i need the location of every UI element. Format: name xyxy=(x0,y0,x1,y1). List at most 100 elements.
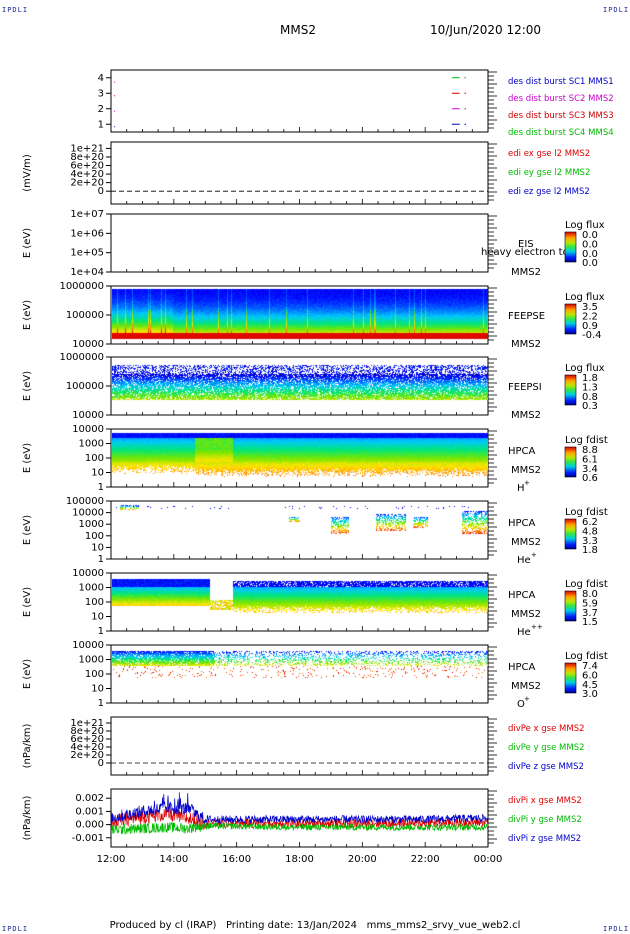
legend-entry: divPi x gse MMS2 xyxy=(508,796,582,806)
y-axis-label: E (eV) xyxy=(22,300,33,330)
y-axis-label: (nPa/km) xyxy=(22,796,33,841)
y-tick-label: 10 xyxy=(91,542,104,553)
colorbar-tick-label: 5.9 xyxy=(582,598,598,609)
colorbar xyxy=(564,374,577,406)
spacecraft-label: MMS2 xyxy=(511,410,541,421)
species-charge: + xyxy=(531,551,537,559)
panel-hpca_o: 10000 1000 100 10 1 E (eV) HPCA MMS2 O + Log fdist… xyxy=(22,640,608,710)
divpi-series-line xyxy=(110,792,489,824)
y-tick-label: 1 xyxy=(98,554,104,565)
colorbar xyxy=(564,662,577,694)
legend-entry: divPi z gse MMS2 xyxy=(508,834,581,844)
y-axis-label: E (eV) xyxy=(22,659,33,689)
colorbar xyxy=(564,231,577,263)
panel-frame xyxy=(110,69,489,133)
legend-entry: divPe y gse MMS2 xyxy=(508,743,585,753)
y-tick-label: 1000 xyxy=(79,439,104,450)
burst-dot xyxy=(114,110,116,112)
corner-mark-top-left: IPDLI xyxy=(2,6,29,14)
colorbar xyxy=(564,446,577,478)
panel-frame xyxy=(110,141,489,205)
y-tick-label: 1000 xyxy=(79,655,104,666)
legend-entry: edi ey gse l2 MMS2 xyxy=(508,168,590,178)
instrument-label: EIS xyxy=(518,239,534,250)
colorbar-tick-label: 0.0 xyxy=(582,230,598,241)
colorbar-tick-label: 0.0 xyxy=(582,258,598,269)
colorbar-tick-label: 6.1 xyxy=(582,454,598,465)
spacecraft-title: MMS2 xyxy=(280,23,316,37)
y-tick-label: 1 xyxy=(98,482,104,493)
instrument-label: HPCA xyxy=(508,518,536,529)
y-tick-label: 100000 xyxy=(66,381,104,392)
y-tick-label: 1e+21 xyxy=(70,718,104,729)
colorbar-tick-label: 7.4 xyxy=(582,661,598,672)
legend-entry: des dist burst SC3 MMS3 xyxy=(508,111,614,121)
colorbar-tick-label: -0.4 xyxy=(582,330,602,341)
instrument-label: FEEPSE xyxy=(508,311,545,322)
spectrogram-canvas xyxy=(112,358,488,415)
y-tick-label: 1e+21 xyxy=(70,143,104,154)
spectrogram-image xyxy=(112,646,488,703)
colorbar-tick-label: 1.5 xyxy=(582,617,598,628)
legend-entry: divPe x gse MMS2 xyxy=(508,724,585,734)
y-tick-label: 8e+20 xyxy=(70,152,104,163)
overlap-label: heavy electron to xyxy=(481,247,569,258)
spectrogram-image xyxy=(112,502,488,559)
colorbar-tick-label: 1.8 xyxy=(582,373,598,384)
y-axis-label: E (eV) xyxy=(22,587,33,617)
colorbar-tick-label: 0.9 xyxy=(582,321,598,332)
y-tick-label: 1 xyxy=(98,698,104,709)
instrument-label: HPCA xyxy=(508,590,536,601)
colorbar-tick-label: 1.3 xyxy=(582,382,598,393)
corner-mark-top-right: IPDLI xyxy=(603,6,630,14)
spectrogram-canvas xyxy=(112,646,488,703)
y-tick-label: 1e+05 xyxy=(70,248,104,259)
colorbar-tick-label: 6.2 xyxy=(582,517,598,528)
panel-frame xyxy=(110,213,489,273)
y-tick-label: 1 xyxy=(98,119,104,130)
y-tick-label: 10000 xyxy=(72,410,104,421)
y-tick-label: 10 xyxy=(91,612,104,623)
y-tick-label: 10 xyxy=(91,684,104,695)
y-tick-label: 8e+20 xyxy=(70,726,104,737)
spectrogram-image xyxy=(112,358,488,415)
colorbar-tick-label: 4.8 xyxy=(582,526,598,537)
panel-feeps_e: 1000000 100000 10000 E (eV) FEEPSE MMS2 Log fl… xyxy=(22,281,605,350)
colorbar-tick-label: 8.0 xyxy=(582,589,598,600)
panel-frame xyxy=(110,716,489,776)
time-tick-label: 00:00 xyxy=(474,854,503,865)
colorbar-title: Log fdist xyxy=(565,507,608,518)
legend-entry: des dist burst SC4 MMS4 xyxy=(508,128,614,138)
y-tick-label: 1000 xyxy=(79,583,104,594)
colorbar-title: Log flux xyxy=(565,363,605,374)
y-tick-label: 2e+20 xyxy=(70,750,104,761)
colorbar-title: Log fdist xyxy=(565,579,608,590)
datetime-title: 10/Jun/2020 12:00 xyxy=(430,23,542,37)
panel-divpi: 0.002 0.001 0.000 -0.001 (nPa/km) divPi x gse… xyxy=(22,788,582,865)
y-axis-label: E (eV) xyxy=(22,443,33,473)
colorbar-title: Log fdist xyxy=(565,435,608,446)
y-axis-label: E (eV) xyxy=(22,371,33,401)
y-axis-label: E (eV) xyxy=(22,515,33,545)
colorbar xyxy=(564,590,577,622)
y-axis-label: (mV/m) xyxy=(22,154,33,192)
panel-burst: 4 3 2 1 des dist burst SC1 MMS1 des dist burs… xyxy=(98,69,614,138)
species-charge: + xyxy=(524,695,530,703)
colorbar-tick-label: 0.3 xyxy=(582,401,598,412)
footer-filename: mms_mms2_srvy_vue_web2.cl xyxy=(366,920,521,931)
colorbar xyxy=(564,518,577,550)
legend-entry: des dist burst SC2 MMS2 xyxy=(508,94,614,104)
y-tick-label: 0.000 xyxy=(75,820,104,831)
spacecraft-label: MMS2 xyxy=(511,465,541,476)
y-axis-label: (nPa/km) xyxy=(22,724,33,769)
time-tick-label: 20:00 xyxy=(348,854,377,865)
y-tick-label: 0.001 xyxy=(75,806,104,817)
y-tick-label: 10000 xyxy=(72,339,104,350)
y-tick-label: 10000 xyxy=(72,640,104,651)
colorbar-tick-label: 6.0 xyxy=(582,670,598,681)
colorbar-tick-label: 3.7 xyxy=(582,608,598,619)
